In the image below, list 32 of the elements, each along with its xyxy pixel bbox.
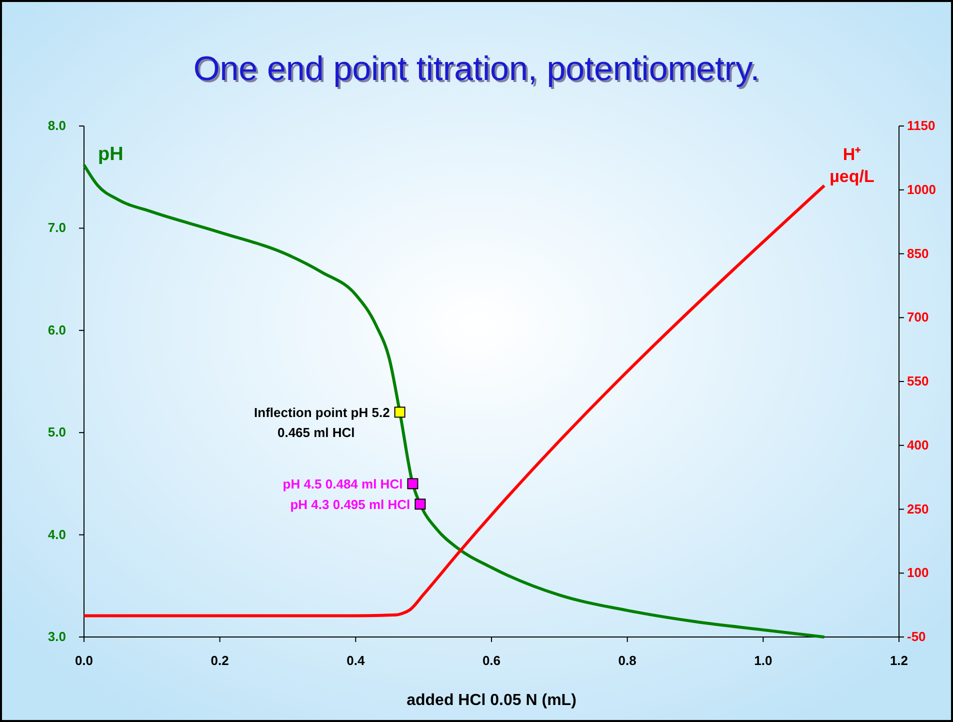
x-tick-label: 1.2 — [890, 653, 908, 668]
y-tick-label: 3.0 — [48, 629, 66, 644]
y-tick-label: 5.0 — [48, 424, 66, 440]
y-axis-title: pH — [98, 144, 124, 165]
y2-tick-label: 100 — [907, 565, 929, 580]
y2-axis-title: H⁺ µeq/L — [830, 145, 874, 186]
x-tick-label: 0.6 — [482, 653, 501, 668]
annotation: pH 4.3 0.495 ml HCl — [290, 497, 410, 512]
y2-tick-label: 850 — [907, 246, 929, 261]
point — [394, 406, 406, 418]
y2-tick-label: 400 — [907, 437, 929, 452]
y2-tick-label: 250 — [907, 501, 929, 516]
x-tick-label: 0.8 — [618, 653, 636, 668]
y2-tick-label: 1150 — [907, 118, 936, 133]
y-tick-label: 7.0 — [48, 220, 66, 236]
y-tick-label: 4.0 — [48, 526, 66, 542]
y2-tick-label: 700 — [907, 310, 929, 325]
annotation: Inflection point pH 5.2 0.465 ml HCl — [254, 405, 390, 440]
x-tick-label: 0.2 — [210, 653, 229, 668]
x-tick-label: 0.4 — [346, 653, 366, 668]
annotation: pH 4.5 0.484 ml HCl — [282, 476, 403, 492]
point — [414, 498, 426, 510]
y2-tick-label: 550 — [907, 374, 929, 388]
y-tick-label: 8.0 — [48, 118, 66, 133]
chart-title: One end point titration, potentiometry. — [195, 52, 762, 90]
x-axis-title: added HCl 0.05 N (mL) — [406, 692, 576, 709]
y2-tick-label: 1000 — [907, 182, 936, 197]
y2-tick-label: -50 — [907, 629, 926, 644]
y-tick-label: 6.0 — [48, 322, 66, 338]
point — [407, 478, 418, 490]
x-tick-label: 1.0 — [754, 653, 772, 668]
x-tick-label: 0.0 — [74, 653, 94, 668]
